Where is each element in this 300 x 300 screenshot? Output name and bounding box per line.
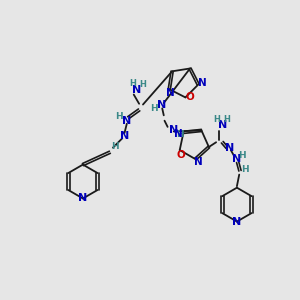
Text: H: H — [111, 142, 119, 151]
Text: H: H — [224, 115, 230, 124]
Text: N: N — [232, 217, 242, 226]
Text: H: H — [176, 130, 184, 139]
Text: O: O — [186, 92, 194, 102]
Text: N: N — [218, 120, 227, 130]
Text: H: H — [140, 80, 146, 89]
Text: N: N — [194, 157, 203, 167]
Text: H: H — [238, 151, 246, 160]
Text: N: N — [157, 100, 166, 110]
Text: N: N — [175, 129, 183, 139]
Text: N: N — [232, 154, 241, 164]
Text: O: O — [177, 151, 186, 160]
Text: N: N — [120, 131, 129, 141]
Text: N: N — [225, 143, 234, 153]
Text: H: H — [150, 104, 158, 113]
Text: H: H — [129, 79, 136, 88]
Text: H: H — [214, 115, 220, 124]
Text: H: H — [242, 165, 249, 174]
Text: N: N — [78, 194, 88, 203]
Text: N: N — [132, 85, 141, 95]
Text: N: N — [122, 116, 131, 126]
Text: N: N — [169, 125, 178, 135]
Text: N: N — [167, 88, 175, 98]
Text: H: H — [115, 112, 123, 121]
Text: N: N — [198, 78, 206, 88]
